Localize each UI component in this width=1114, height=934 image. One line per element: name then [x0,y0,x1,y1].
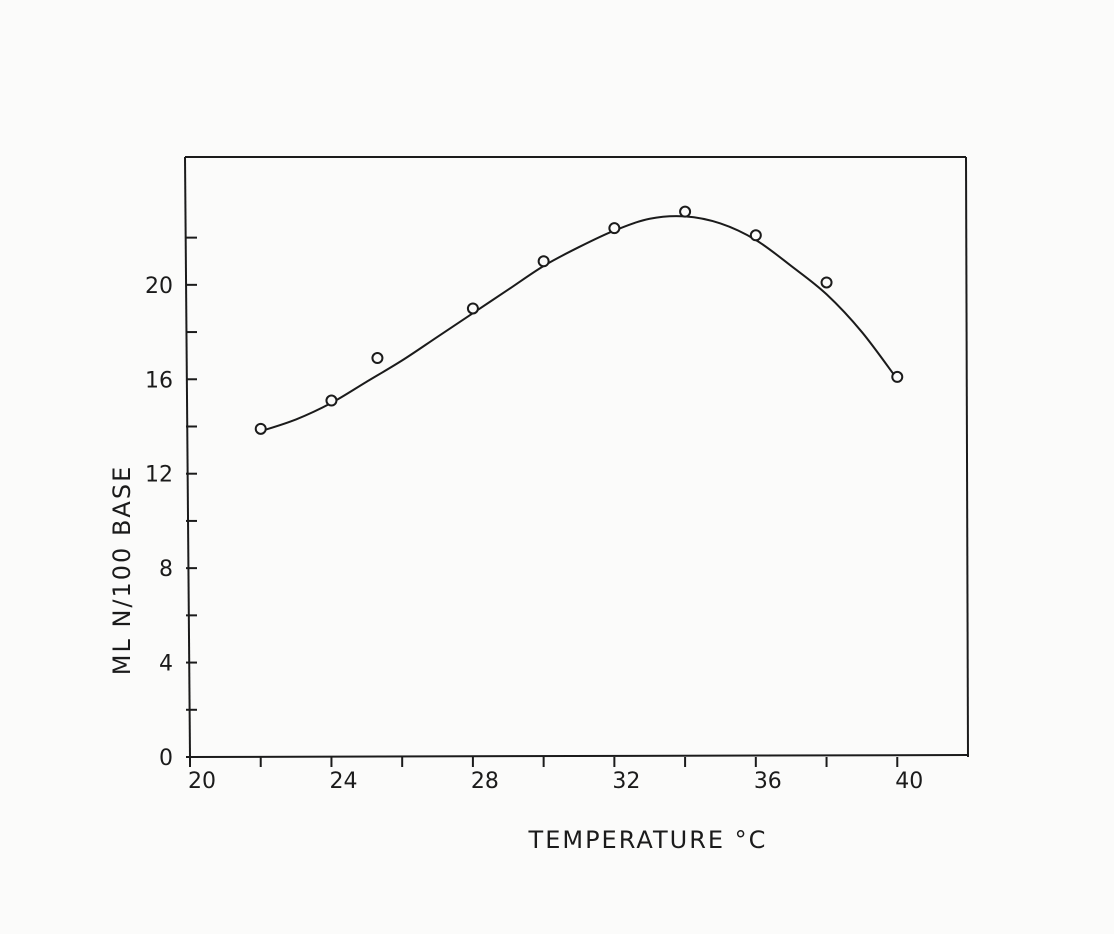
x-tick-label: 40 [895,769,923,794]
y-tick-label: 16 [145,368,173,393]
y-tick-label: 0 [159,746,173,771]
plot-frame-right [965,156,969,758]
x-axis-line [189,754,969,758]
axes-layer [184,156,969,758]
y-tick-label: 8 [159,557,173,582]
x-axis-title: TEMPERATURE °C [528,826,768,854]
data-point [679,205,692,218]
x-tick-label: 36 [754,769,782,794]
y-axis-title: ML N/100 BASE [108,465,136,675]
data-point [254,422,267,435]
data-point [325,394,338,407]
data-point [537,255,550,268]
x-tick-label: 20 [188,769,216,794]
fit-curve-line [260,215,899,433]
curve-layer [260,215,899,433]
points-layer [254,205,904,435]
y-tick-label: 4 [159,652,173,677]
data-point [749,229,762,242]
data-point [891,370,904,383]
y-tick-label: 20 [145,274,173,299]
data-point [608,222,621,235]
x-tick-label: 32 [612,769,640,794]
ticks-layer: 20 24 28 32 36 40 0 4 8 12 16 20 [145,236,923,794]
data-point [466,302,479,315]
x-tick-label: 24 [329,769,357,794]
data-point [820,276,833,289]
y-axis-line [184,156,191,758]
data-point [371,352,384,365]
y-tick-label: 12 [145,463,173,488]
x-tick-label: 28 [471,769,499,794]
